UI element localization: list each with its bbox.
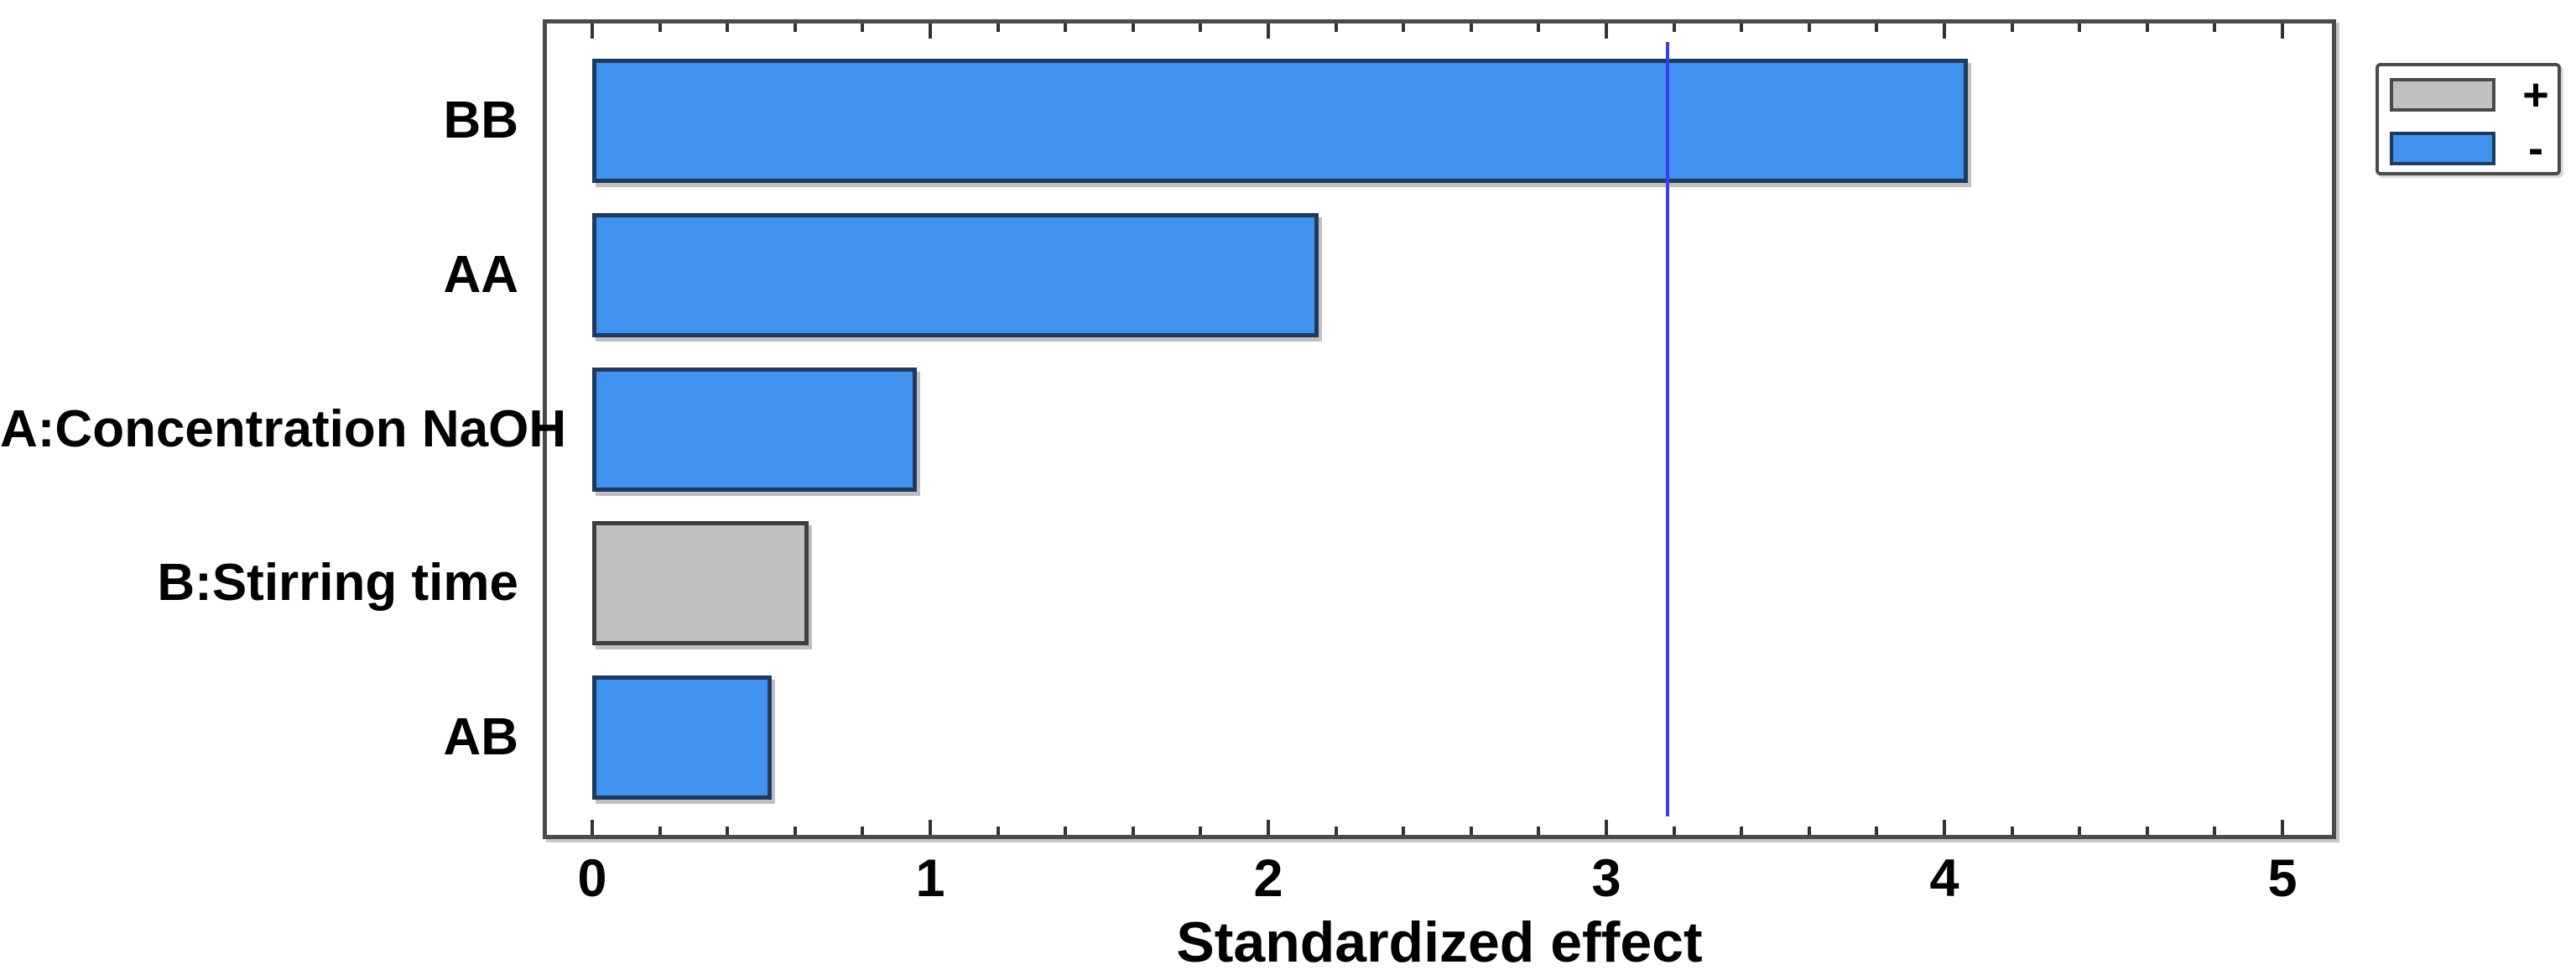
- x-minor-tick-top: [1199, 23, 1202, 32]
- x-minor-tick-top: [1335, 23, 1338, 32]
- x-minor-tick-top: [1808, 23, 1811, 32]
- plot-area: [543, 19, 2336, 839]
- legend: + -: [2376, 63, 2561, 175]
- bar-aa: [592, 213, 1319, 337]
- x-minor-tick: [2213, 827, 2216, 835]
- x-minor-tick-top: [1875, 23, 1878, 32]
- x-minor-tick-top: [1537, 23, 1540, 32]
- y-axis-label: A:Concentration NaOH: [0, 400, 567, 458]
- x-axis-tick-label: 4: [1929, 849, 1959, 908]
- x-minor-tick: [1875, 827, 1878, 835]
- x-minor-tick: [794, 827, 797, 835]
- x-minor-tick: [861, 827, 864, 835]
- x-major-tick: [2281, 820, 2284, 835]
- x-axis-tick-label: 1: [915, 849, 945, 908]
- x-minor-tick-top: [2146, 23, 2149, 32]
- x-axis-tick-label: 5: [2267, 849, 2298, 908]
- reference-line: [1666, 42, 1669, 816]
- x-minor-tick: [1064, 827, 1067, 835]
- x-minor-tick-top: [726, 23, 729, 32]
- x-major-tick: [591, 820, 594, 835]
- legend-entry: -: [2379, 123, 2558, 174]
- x-major-tick: [1605, 820, 1608, 835]
- y-axis-label: AB: [443, 708, 518, 766]
- x-minor-tick-top: [1064, 23, 1067, 32]
- x-axis-tick-label: 0: [577, 849, 607, 908]
- x-major-tick: [929, 820, 932, 835]
- x-minor-tick: [1673, 827, 1676, 835]
- x-major-tick-top: [929, 23, 932, 39]
- x-axis-title: Standardized effect: [1176, 910, 1703, 970]
- x-minor-tick: [2011, 827, 2014, 835]
- x-minor-tick: [1199, 827, 1202, 835]
- x-minor-tick-top: [2011, 23, 2014, 32]
- x-minor-tick-top: [1740, 23, 1743, 32]
- x-minor-tick: [2146, 827, 2149, 835]
- x-major-tick: [1943, 820, 1946, 835]
- x-minor-tick-top: [794, 23, 797, 32]
- x-major-tick-top: [1943, 23, 1946, 39]
- y-axis-label: BB: [443, 91, 518, 149]
- legend-entry: +: [2379, 70, 2558, 120]
- x-minor-tick: [1740, 827, 1743, 835]
- x-minor-tick-top: [1402, 23, 1405, 32]
- x-minor-tick: [997, 827, 1000, 835]
- x-minor-tick: [1335, 827, 1338, 835]
- legend-label: +: [2522, 70, 2549, 120]
- x-major-tick: [1267, 820, 1270, 835]
- x-major-tick-top: [1267, 23, 1270, 39]
- bar-b-stirring-time: [592, 521, 809, 645]
- y-axis-label: AA: [443, 246, 518, 304]
- bar-bb: [592, 59, 1968, 183]
- x-minor-tick: [658, 827, 662, 835]
- x-minor-tick: [1537, 827, 1540, 835]
- bar-ab: [592, 675, 772, 800]
- x-minor-tick: [1808, 827, 1811, 835]
- plot-inner: [547, 23, 2332, 835]
- x-minor-tick-top: [1673, 23, 1676, 32]
- x-minor-tick: [1132, 827, 1135, 835]
- x-minor-tick-top: [997, 23, 1000, 32]
- x-minor-tick-top: [2213, 23, 2216, 32]
- x-minor-tick-top: [2078, 23, 2081, 32]
- x-major-tick-top: [591, 23, 594, 39]
- x-minor-tick: [2078, 827, 2081, 835]
- bar-a-concentration-naoh: [592, 368, 917, 492]
- x-axis-tick-label: 2: [1253, 849, 1283, 908]
- x-minor-tick-top: [1470, 23, 1473, 32]
- x-major-tick-top: [2281, 23, 2284, 39]
- x-minor-tick-top: [861, 23, 864, 32]
- x-minor-tick-top: [1132, 23, 1135, 32]
- x-minor-tick: [1470, 827, 1473, 835]
- x-axis-tick-label: 3: [1591, 849, 1621, 908]
- x-minor-tick: [1402, 827, 1405, 835]
- x-minor-tick: [726, 827, 729, 835]
- y-axis-label: B:Stirring time: [157, 554, 518, 612]
- x-minor-tick-top: [658, 23, 662, 32]
- legend-swatch-negative: [2390, 132, 2495, 165]
- legend-label: -: [2528, 123, 2543, 174]
- x-major-tick-top: [1605, 23, 1608, 39]
- legend-swatch-positive: [2390, 78, 2495, 112]
